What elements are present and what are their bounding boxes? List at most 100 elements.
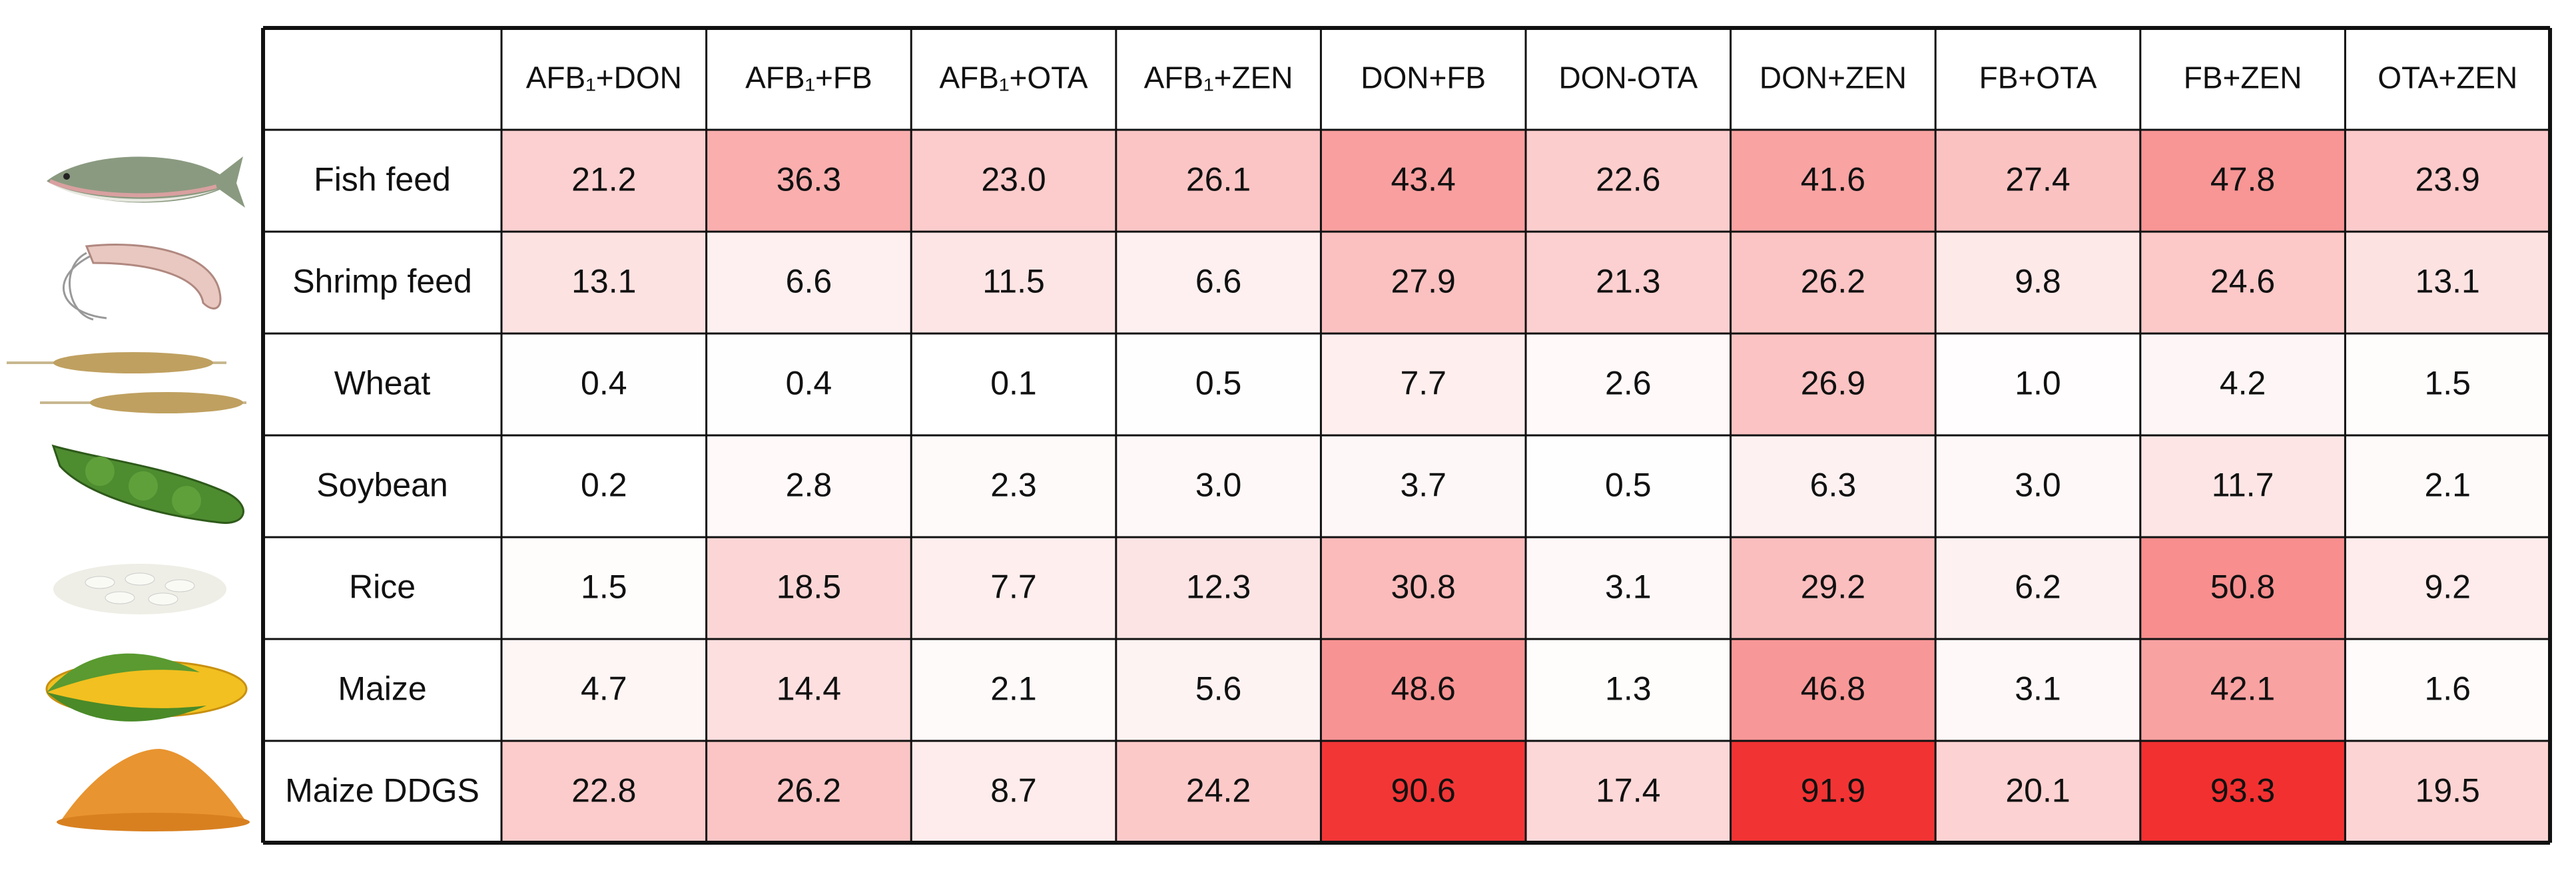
row-label: Soybean	[316, 467, 448, 504]
cell-value: 0.1	[990, 365, 1037, 402]
cell-value: 46.8	[1801, 670, 1865, 708]
heat-cell	[1730, 435, 1936, 537]
cell-value: 36.3	[777, 161, 841, 198]
cell-value: 21.3	[1596, 263, 1660, 300]
column-header: DON+FB	[1361, 61, 1486, 95]
cell-value: 26.2	[777, 772, 841, 809]
cell-value: 6.6	[1195, 263, 1242, 300]
cell-value: 14.4	[777, 670, 841, 708]
heat-cell	[1116, 639, 1321, 741]
heat-cell	[2140, 130, 2346, 232]
cell-value: 13.1	[571, 263, 636, 300]
cell-value: 4.2	[2220, 365, 2266, 402]
heat-cell	[1730, 232, 1936, 333]
heat-cell	[1526, 333, 1731, 435]
heat-cell	[501, 130, 707, 232]
cell-value: 42.1	[2210, 670, 2275, 708]
heat-cell	[1116, 333, 1321, 435]
heat-cell	[2345, 741, 2550, 843]
cell-value: 9.8	[2015, 263, 2061, 300]
cell-value: 20.1	[2005, 772, 2070, 809]
heat-cell	[911, 232, 1116, 333]
cell-value: 0.5	[1195, 365, 1242, 402]
cell-value: 3.1	[2015, 670, 2061, 708]
column-header: AFB₁+OTA	[940, 61, 1088, 95]
cell-value: 22.6	[1596, 161, 1660, 198]
cell-value: 3.7	[1400, 467, 1447, 504]
cell-value: 93.3	[2210, 772, 2275, 809]
heat-cell	[911, 537, 1116, 639]
cell-value: 23.9	[2415, 161, 2480, 198]
cell-value: 22.8	[571, 772, 636, 809]
row-label: Rice	[349, 568, 416, 606]
cell-value: 11.7	[2212, 467, 2274, 504]
cell-value: 5.6	[1195, 670, 1242, 708]
cell-value: 1.5	[2424, 365, 2471, 402]
heat-cell	[1321, 333, 1526, 435]
heat-cell	[706, 435, 912, 537]
cell-value: 1.6	[2424, 670, 2471, 708]
heat-cell	[501, 639, 707, 741]
rice-icon	[53, 564, 226, 614]
column-header: FB+OTA	[1979, 61, 2097, 95]
cell-value: 1.3	[1605, 670, 1652, 708]
shrimp-icon	[63, 244, 222, 321]
row-label: Maize DDGS	[285, 772, 480, 809]
heat-cell	[1730, 333, 1936, 435]
heat-cell	[1730, 741, 1936, 843]
heat-cell	[1526, 435, 1731, 537]
heat-cell	[501, 333, 707, 435]
heat-cell	[1730, 639, 1936, 741]
heat-cell	[1321, 741, 1526, 843]
cell-value: 6.6	[786, 263, 832, 300]
cell-value: 13.1	[2415, 263, 2480, 300]
heat-cell	[501, 232, 707, 333]
heat-cell	[1321, 537, 1526, 639]
heat-cell	[2345, 232, 2550, 333]
column-header: DON-OTA	[1558, 61, 1698, 95]
heat-cell	[1935, 130, 2140, 232]
cell-value: 47.8	[2210, 161, 2275, 198]
heat-cell	[501, 435, 707, 537]
cell-value: 23.0	[981, 161, 1046, 198]
cell-value: 30.8	[1391, 568, 1456, 606]
cell-value: 6.2	[2015, 568, 2061, 606]
heat-cell	[2345, 130, 2550, 232]
heat-cell	[1935, 537, 2140, 639]
heat-cell	[911, 435, 1116, 537]
heat-cell	[706, 741, 912, 843]
cell-value: 2.1	[2424, 467, 2471, 504]
column-header: AFB₁+ZEN	[1144, 61, 1293, 95]
cell-value: 1.0	[2015, 365, 2061, 402]
cell-value: 2.6	[1605, 365, 1652, 402]
cell-value: 4.7	[581, 670, 627, 708]
heat-cell	[1321, 130, 1526, 232]
fish-icon	[47, 156, 245, 208]
heat-cell	[2140, 333, 2346, 435]
soybean-icon	[51, 444, 244, 525]
row-label: Maize	[338, 670, 426, 708]
heat-cell	[1935, 333, 2140, 435]
cell-value: 18.5	[777, 568, 841, 606]
cell-value: 26.9	[1801, 365, 1865, 402]
column-header: AFB₁+FB	[745, 61, 872, 95]
cell-value: 27.9	[1391, 263, 1456, 300]
heat-cell	[706, 537, 912, 639]
cell-value: 1.5	[581, 568, 627, 606]
cell-value: 19.5	[2415, 772, 2480, 809]
cell-value: 2.8	[786, 467, 832, 504]
cell-value: 7.7	[1400, 365, 1447, 402]
heat-cell	[1116, 130, 1321, 232]
heat-cell	[1526, 130, 1731, 232]
icons	[7, 156, 250, 831]
heat-cell	[706, 639, 912, 741]
heat-cell	[2345, 333, 2550, 435]
heat-cell	[2345, 639, 2550, 741]
cell-value: 12.3	[1186, 568, 1251, 606]
cell-value: 3.1	[1605, 568, 1652, 606]
cell-value: 2.1	[990, 670, 1037, 708]
column-header: OTA+ZEN	[2378, 61, 2517, 95]
cell-value: 50.8	[2210, 568, 2275, 606]
row-label: Wheat	[334, 365, 431, 402]
